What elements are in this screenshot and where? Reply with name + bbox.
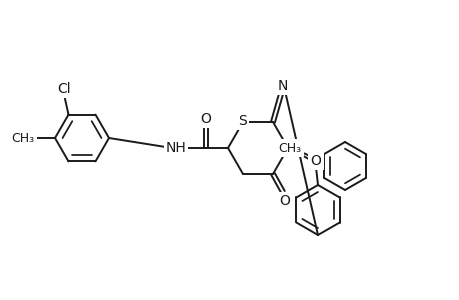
Text: Cl: Cl bbox=[57, 82, 71, 96]
Text: O: O bbox=[310, 154, 321, 168]
Text: N: N bbox=[288, 141, 298, 155]
Text: CH₃: CH₃ bbox=[11, 131, 34, 145]
Text: CH₃: CH₃ bbox=[278, 142, 301, 154]
Text: S: S bbox=[238, 114, 247, 128]
Text: N: N bbox=[277, 79, 287, 93]
Text: O: O bbox=[200, 112, 211, 126]
Text: NH: NH bbox=[165, 141, 186, 155]
Text: O: O bbox=[279, 194, 290, 208]
